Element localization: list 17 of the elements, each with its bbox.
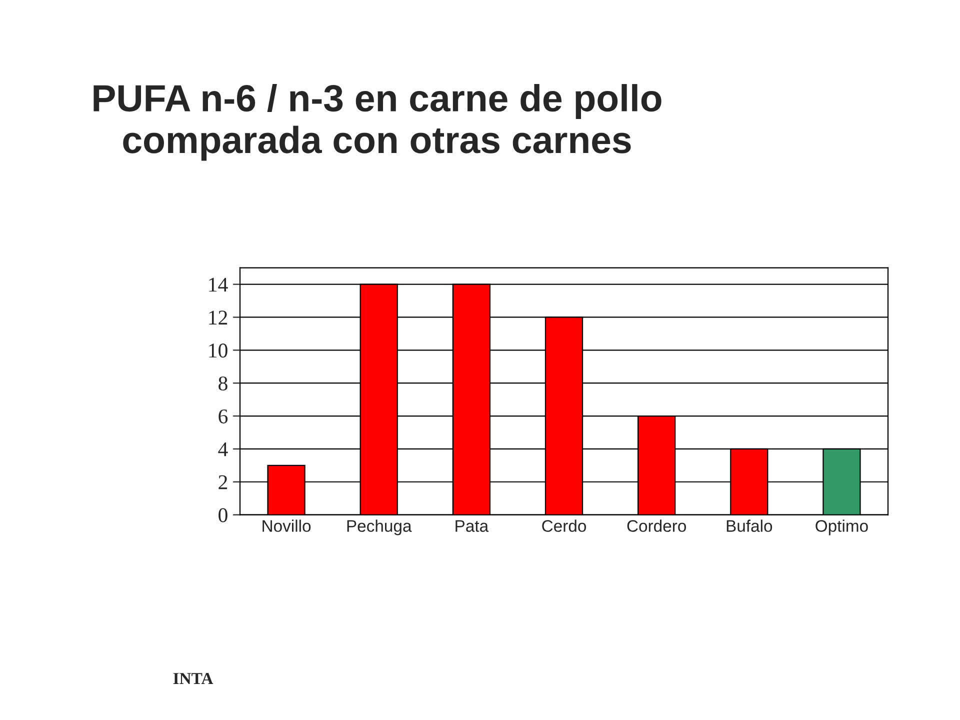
x-tick-label: Bufalo — [726, 520, 772, 532]
x-tick-label: Cordero — [627, 520, 686, 532]
y-tick-label: 8 — [218, 376, 228, 391]
y-tick-label: 4 — [218, 442, 228, 456]
x-tick-label: Novillo — [262, 520, 311, 532]
x-tick-label: Optimo — [816, 520, 868, 536]
y-tick-label: 14 — [209, 278, 228, 292]
chart-title: PUFA n-6 / n-3 en carne de pollo comparada con otras carnes — [94, 84, 662, 161]
y-tick-label: 10 — [209, 344, 228, 358]
x-tick-label: Pechuga — [347, 520, 412, 536]
x-tick-label: Pata — [456, 520, 489, 532]
y-tick-label: 6 — [218, 409, 228, 424]
text: INTA — [173, 672, 214, 684]
y-tick-label: 0 — [218, 508, 228, 522]
y-tick-label: 2 — [218, 475, 228, 490]
y-tick-label: 12 — [209, 310, 228, 324]
x-tick-label: Cerdo — [542, 520, 586, 532]
